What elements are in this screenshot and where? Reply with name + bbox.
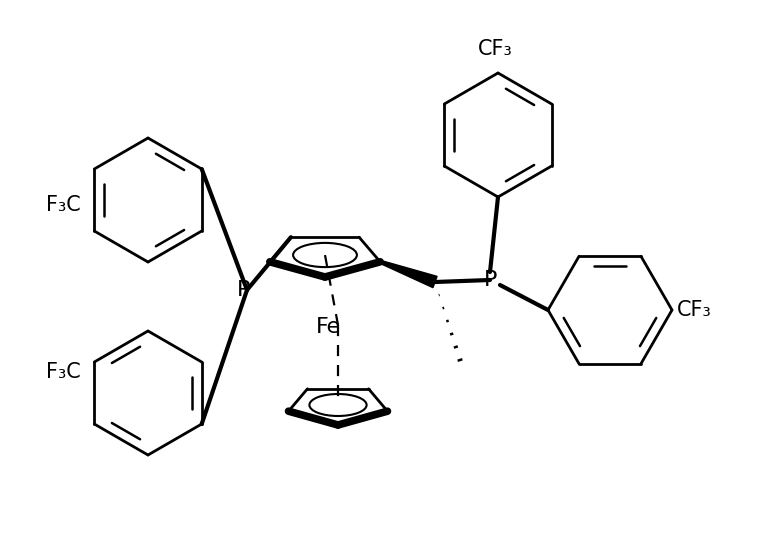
Text: Fe: Fe [316, 317, 341, 337]
Text: F₃C: F₃C [46, 362, 81, 382]
Polygon shape [380, 261, 437, 288]
Text: P: P [237, 280, 251, 300]
Text: P: P [484, 270, 497, 290]
Text: F₃C: F₃C [46, 195, 81, 215]
Text: CF₃: CF₃ [677, 300, 712, 320]
Text: CF₃: CF₃ [478, 39, 512, 59]
